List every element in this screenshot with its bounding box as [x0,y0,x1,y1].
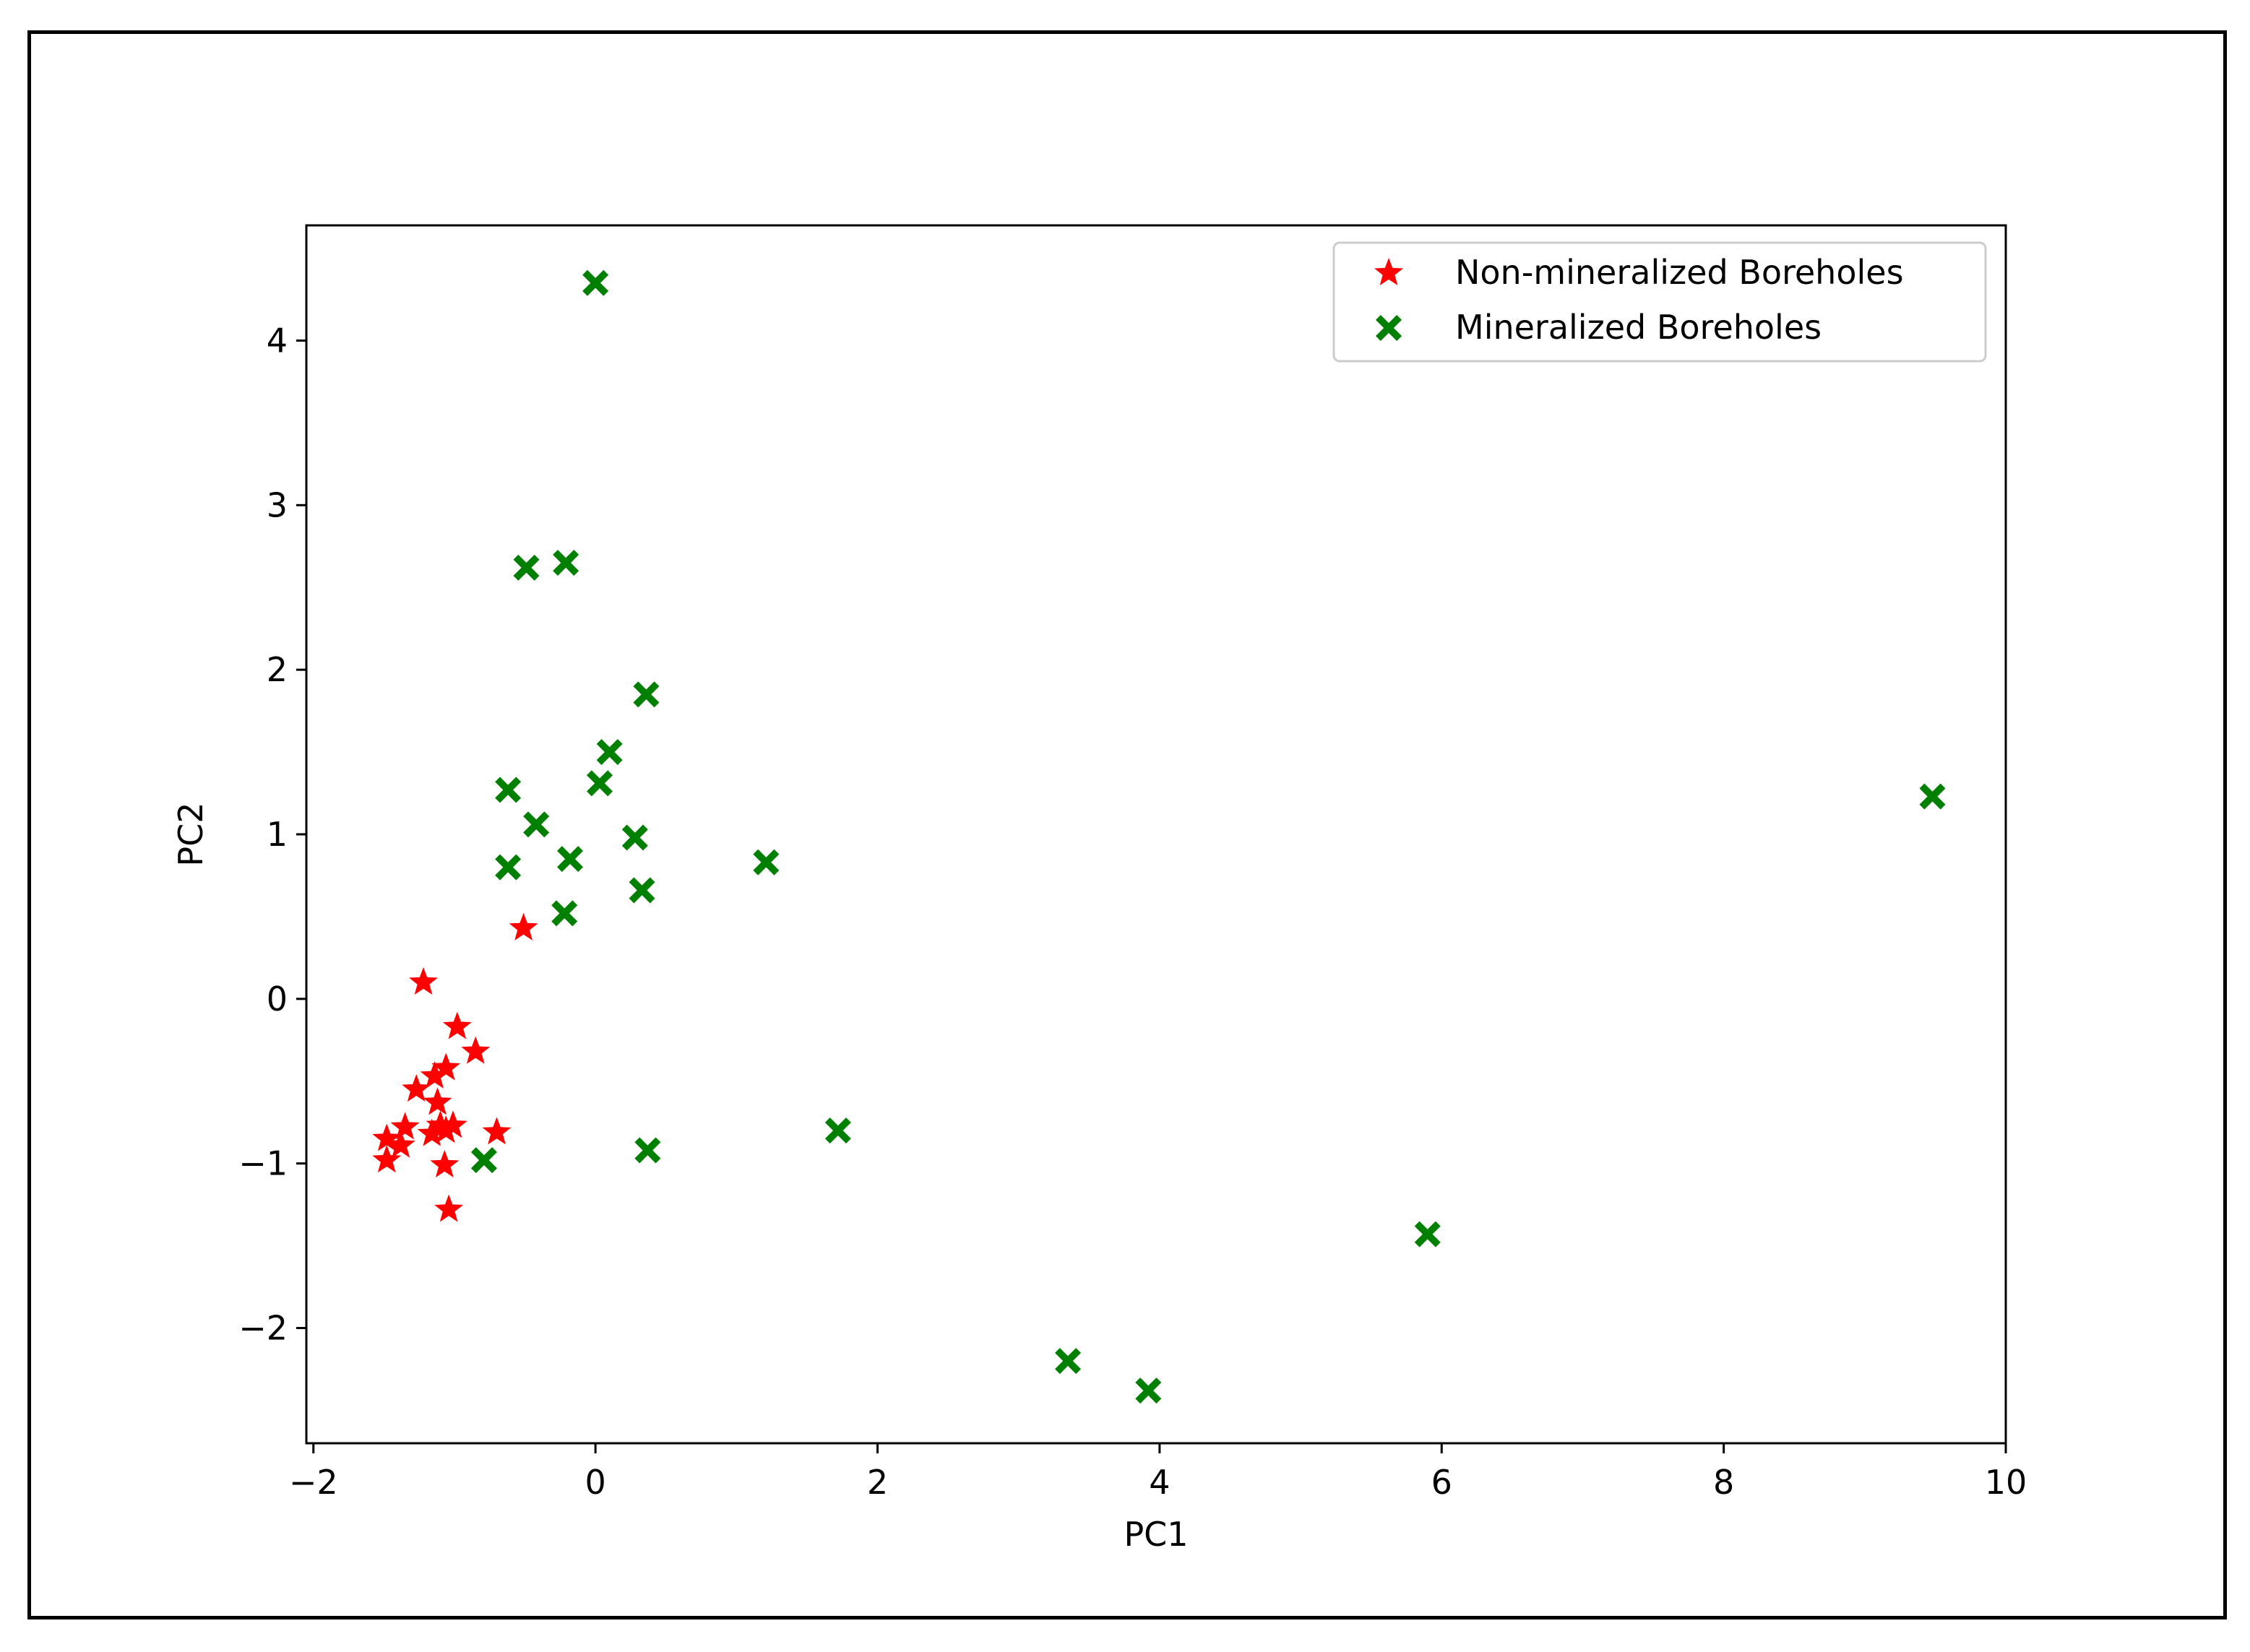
mineralized-point [513,554,540,581]
mineralized-point [495,854,522,881]
mineralized-point [753,849,780,875]
mineralized-point [470,1147,497,1174]
y-tick-label: −2 [238,1309,288,1348]
mineralized-point [633,681,660,708]
non-mineralized-point [431,1052,461,1081]
x-tick-label: 8 [1713,1463,1734,1502]
points-layer [372,269,1946,1404]
non-mineralized-point [509,912,538,940]
non-mineralized-point [442,1011,472,1039]
x-tick-label: 6 [1431,1463,1452,1502]
non-mineralized-point [386,1130,415,1158]
x-axis-title: PC1 [1124,1515,1188,1554]
legend: Non-mineralized Boreholes Mineralized Bo… [1332,241,1987,363]
non-mineralized-point [423,1087,452,1115]
x-tick-label: −2 [289,1463,338,1502]
non-mineralized-point [439,1110,467,1138]
non-mineralized-point [417,1118,447,1146]
mineralized-point [557,846,583,873]
y-tick-label: −1 [238,1144,288,1183]
non-mineralized-point [390,1112,420,1140]
non-mineralized-point [420,1060,449,1089]
mineralized-point [586,770,613,797]
y-tick-label: 4 [267,321,288,360]
non-mineralized-point [402,1074,431,1102]
mineralized-point [582,269,609,296]
plot-area [305,224,2007,1445]
legend-marker-non-mineralized [1374,258,1403,285]
mineralized-point [1135,1378,1162,1404]
mineralized-point [495,777,522,803]
non-mineralized-point [409,967,438,995]
non-mineralized-point [482,1117,512,1145]
x-tick-label: 2 [867,1463,888,1502]
non-mineralized-point [372,1145,402,1173]
mineralized-point [551,900,578,927]
non-mineralized-point [426,1110,455,1138]
non-mineralized-point [434,1194,464,1222]
mineralized-point [621,824,648,851]
mineralized-point [1414,1221,1441,1247]
y-tick-label: 0 [267,979,288,1019]
x-tick-label: 0 [585,1463,605,1502]
x-tick-label: 10 [1985,1463,2027,1502]
mineralized-point [553,550,579,576]
mineralized-point [629,877,655,904]
y-axis-title: PC2 [171,802,210,866]
y-axis: −2 −1 0 1 2 3 4 [238,321,306,1348]
non-mineralized-point [431,1115,461,1143]
legend-label-mineralized: Mineralized Boreholes [1455,308,1822,347]
legend-box [1332,241,1987,363]
non-mineralized-point [430,1149,460,1177]
legend-star-marker [1374,258,1403,285]
non-mineralized-point [461,1036,491,1064]
non-mineralized-point [372,1123,402,1151]
mineralized-point [1919,783,1946,810]
mineralized-point [523,811,550,838]
mineralized-point [634,1137,661,1164]
legend-label-non-mineralized: Non-mineralized Boreholes [1455,253,1904,292]
mineralized-point [824,1117,851,1144]
mineralized-point [1055,1348,1082,1375]
x-tick-label: 4 [1149,1463,1170,1502]
y-tick-label: 2 [267,650,288,689]
legend-x-marker [1376,315,1402,341]
x-axis: −2 0 2 4 6 8 10 [289,1443,2027,1502]
mineralized-point [596,739,623,766]
y-tick-label: 1 [267,815,288,854]
legend-marker-mineralized [1376,315,1402,341]
y-tick-label: 3 [267,485,288,524]
